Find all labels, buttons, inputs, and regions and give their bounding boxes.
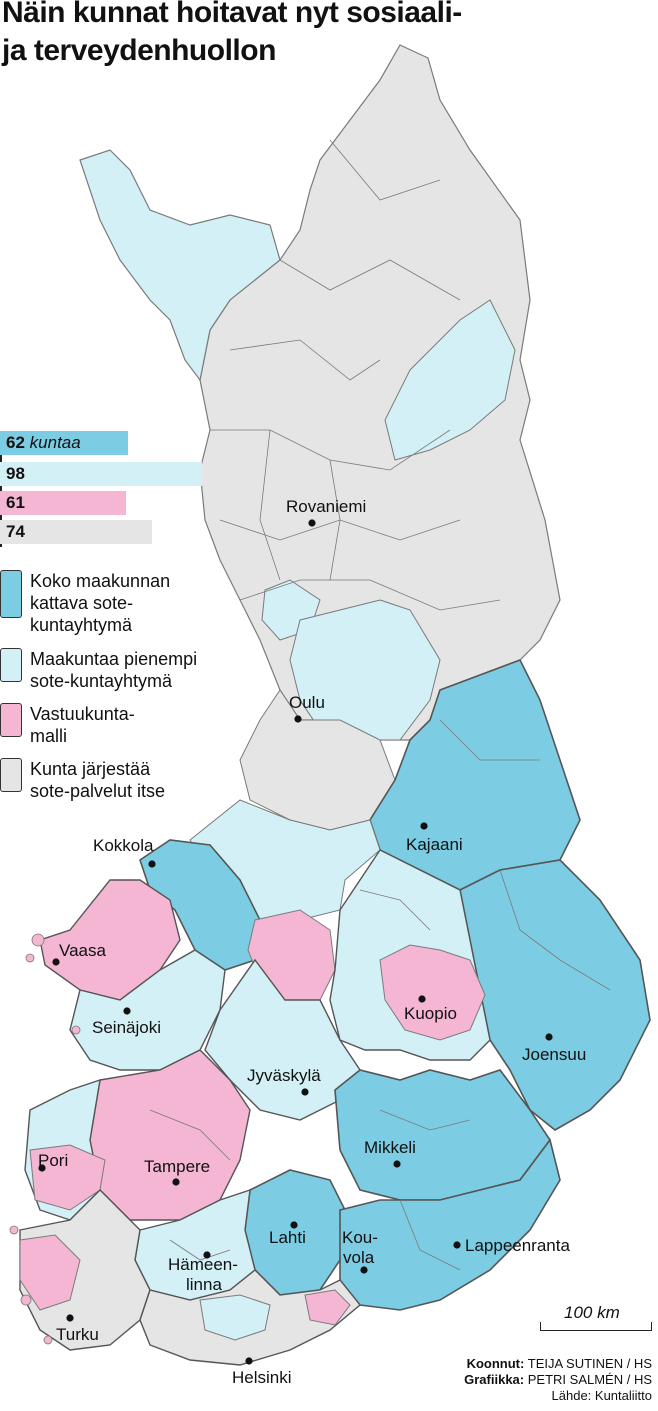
joensuu-dot bbox=[545, 1033, 553, 1041]
credit-line-3: Lähde: Kuntaliitto bbox=[551, 1388, 652, 1403]
city-label-kuopio: Kuopio bbox=[404, 1004, 457, 1023]
city-label-turku: Turku bbox=[56, 1325, 99, 1344]
credit-label-1: Koonnut: bbox=[466, 1356, 525, 1371]
credit-label-2: Grafiikka: bbox=[464, 1372, 525, 1387]
region-uusimaa-pink bbox=[304, 1289, 351, 1326]
city-label-hameenlinna-1: Hämeen- bbox=[168, 1255, 238, 1274]
region-north-east-patch bbox=[384, 299, 516, 461]
count-unit: kuntaa bbox=[29, 433, 81, 452]
lahti-dot bbox=[290, 1221, 298, 1229]
city-label-vaasa: Vaasa bbox=[59, 941, 106, 960]
city-label-seinajoki: Seinäjoki bbox=[92, 1018, 161, 1037]
helsinki-dot bbox=[245, 1357, 253, 1365]
city-label-pori: Pori bbox=[38, 1151, 69, 1170]
legend-pienempi-line2: sote-kuntayhtymä bbox=[30, 671, 173, 691]
legend-swatch-koko bbox=[0, 570, 22, 618]
kokkola-dot bbox=[148, 860, 156, 868]
kuopio-dot bbox=[418, 995, 426, 1003]
city-label-tampere: Tampere bbox=[144, 1157, 211, 1176]
hameenlinna-dot bbox=[203, 1251, 211, 1259]
legend-koko-line3: kuntayhtymä bbox=[30, 615, 133, 635]
region-oulu-north bbox=[289, 599, 441, 741]
region-arm bbox=[79, 149, 281, 382]
city-label-kouvola-1: Kou- bbox=[342, 1228, 378, 1247]
city-dots bbox=[38, 519, 553, 1365]
city-label-hameenlinna-2: linna bbox=[186, 1275, 222, 1294]
oulu-dot bbox=[294, 715, 302, 723]
credit-line-1: Koonnut: TEIJA SUTINEN / HS bbox=[464, 1356, 652, 1372]
vaasa-dot bbox=[52, 958, 60, 966]
archipelago bbox=[9, 933, 81, 1345]
city-label-kajaani: Kajaani bbox=[406, 835, 463, 854]
count-bar-vastuukunta: 61 bbox=[0, 491, 126, 515]
count-value-vastuukunta: 61 bbox=[6, 493, 25, 512]
legend-itse-line1: Kunta järjestää bbox=[30, 759, 151, 779]
region-kuopio-pink bbox=[379, 944, 486, 1041]
city-label-oulu: Oulu bbox=[289, 693, 325, 712]
legend-swatch-pienempi bbox=[0, 648, 22, 682]
count-value-koko: 62 bbox=[6, 433, 25, 452]
scale-bar: 100 km bbox=[540, 1303, 652, 1331]
city-label-lahti: Lahti bbox=[269, 1228, 306, 1247]
title-line-2: ja terveydenhuollon bbox=[2, 34, 276, 67]
credit-name-1: TEIJA SUTINEN / HS bbox=[527, 1356, 652, 1371]
scale-bar-line bbox=[540, 1322, 652, 1331]
mikkeli-dot bbox=[393, 1160, 401, 1168]
legend-pienempi-line1: Maakuntaa pienempi bbox=[30, 649, 198, 669]
legend-vastuukunta-line1: Vastuukunta- bbox=[30, 704, 135, 724]
tampere-dot bbox=[172, 1178, 180, 1186]
region-seinajoki bbox=[69, 949, 226, 1071]
city-label-kouvola-2: vola bbox=[343, 1248, 375, 1267]
credit-line-2: Grafiikka: PETRI SALMÉN / HS bbox=[464, 1372, 652, 1388]
legend-koko-line1: Koko maakunnan bbox=[30, 571, 171, 591]
seinajoki-dot bbox=[123, 1007, 131, 1015]
credit-name-2: PETRI SALMÉN / HS bbox=[527, 1372, 652, 1387]
pori-dot bbox=[38, 1164, 46, 1172]
lappeenranta-dot bbox=[453, 1241, 461, 1249]
rovaniemi-dot bbox=[308, 519, 316, 527]
region-kymenlaakso bbox=[339, 1138, 561, 1311]
city-label-lappeenranta: Lappeenranta bbox=[465, 1236, 570, 1255]
title-line-1: Näin kunnat hoitavat nyt sosiaali- bbox=[2, 0, 462, 29]
count-bar-koko: 62 kuntaa bbox=[0, 431, 128, 455]
region-turku-pink bbox=[19, 1234, 81, 1311]
city-label-mikkeli: Mikkeli bbox=[364, 1138, 416, 1157]
jyvaskyla-dot bbox=[301, 1088, 309, 1096]
legend-itse-line2: sote-palvelut itse bbox=[30, 781, 166, 801]
city-label-helsinki: Helsinki bbox=[232, 1368, 292, 1387]
scale-bar-label: 100 km bbox=[564, 1303, 620, 1322]
municipality-borders bbox=[149, 139, 611, 1271]
credits: Koonnut: TEIJA SUTINEN / HS Grafiikka: P… bbox=[464, 1356, 652, 1404]
kajaani-dot bbox=[420, 822, 428, 830]
map-title: Näin kunnat hoitavat nyt sosiaali- ja te… bbox=[2, 0, 532, 70]
region-uusimaa-blue bbox=[199, 1294, 271, 1341]
count-bar-pienempi: 98 bbox=[0, 462, 202, 486]
count-value-itse: 74 bbox=[6, 522, 25, 541]
region-tampere bbox=[89, 1049, 251, 1221]
legend-swatch-vastuukunta bbox=[0, 703, 22, 737]
legend-vastuukunta-line2: malli bbox=[30, 726, 68, 746]
city-label-rovaniemi: Rovaniemi bbox=[286, 497, 367, 516]
city-label-joensuu: Joensuu bbox=[522, 1045, 587, 1064]
city-label-kokkola: Kokkola bbox=[93, 836, 154, 855]
city-label-jyvaskyla: Jyväskylä bbox=[247, 1066, 321, 1085]
count-bar-itse: 74 bbox=[0, 520, 152, 544]
count-value-pienempi: 98 bbox=[6, 464, 25, 483]
bars-axis bbox=[0, 431, 2, 547]
turku-dot bbox=[66, 1314, 74, 1322]
kouvola-dot bbox=[360, 1266, 368, 1274]
legend-swatch-itse bbox=[0, 758, 22, 792]
legend-koko-line2: kattava sote- bbox=[30, 593, 134, 613]
